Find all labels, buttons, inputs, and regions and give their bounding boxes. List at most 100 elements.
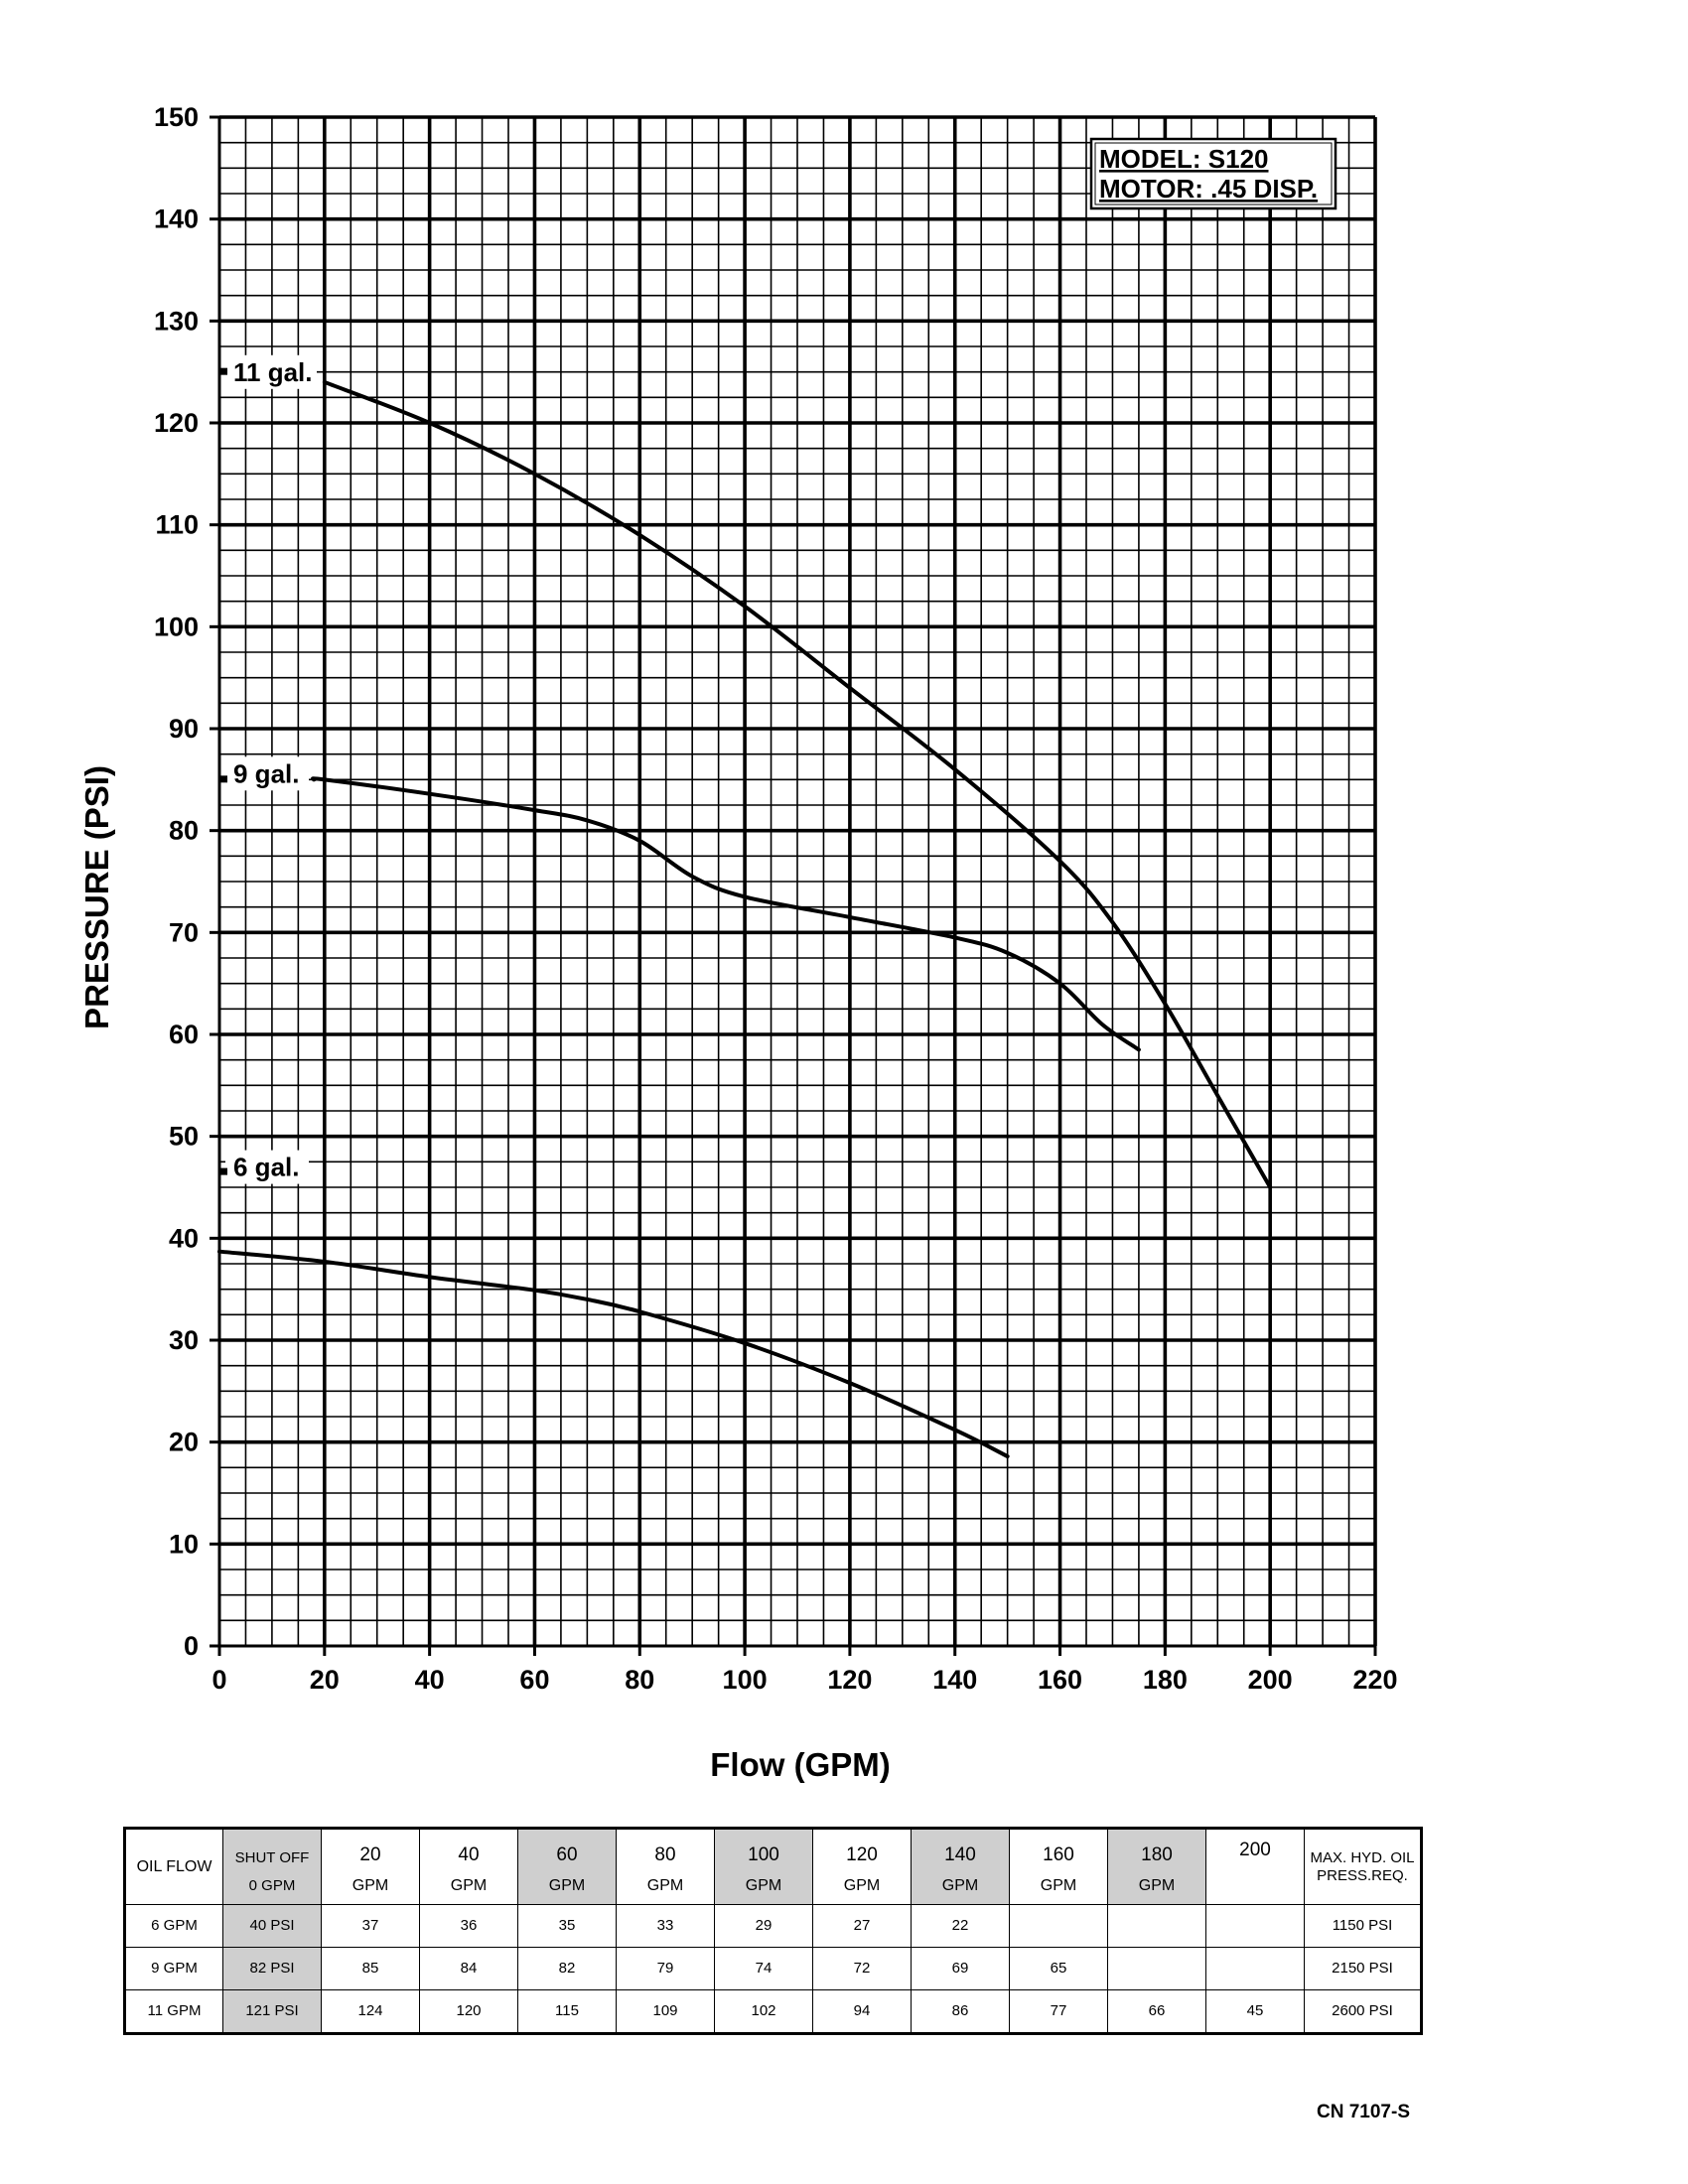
series-line-1 (310, 776, 1141, 1052)
curve-label: 6 gal. (233, 1153, 299, 1182)
y-tick-label: 40 (169, 1223, 199, 1253)
y-tick-label: 90 (169, 714, 199, 744)
document-code: CN 7107-S (1317, 2102, 1410, 2122)
flow-unit: GPM (911, 1866, 1010, 1906)
y-tick-label: 70 (169, 917, 199, 947)
y-tick-label: 120 (154, 408, 199, 438)
table-row: 11 GPM 121 PSI 124 120 115 109 102 94 86… (124, 1989, 1422, 2034)
table-cell: 82 (517, 1947, 617, 1991)
shutoff-subheader: 0 GPM (222, 1866, 322, 1906)
table-cell: 102 (714, 1989, 813, 2034)
flow-header: 160 (1009, 1827, 1108, 1867)
shutoff-cell: 82 PSI (222, 1947, 322, 1991)
curve-label: 9 gal. (233, 758, 299, 788)
y-tick-label: 20 (169, 1428, 199, 1457)
curve-label-marker (220, 775, 227, 783)
y-tick-label: 140 (154, 205, 199, 234)
y-tick-label: 110 (155, 510, 199, 540)
x-tick-label: 60 (519, 1665, 549, 1695)
table-cell: 69 (911, 1947, 1010, 1991)
curve-label: 11 gal. (233, 357, 313, 387)
x-tick-label: 40 (415, 1665, 445, 1695)
performance-table: OIL FLOW SHUT OFF 20 40 60 80 100 120 14… (123, 1827, 1423, 2035)
table-cell: 35 (517, 1904, 617, 1949)
flow-unit: GPM (1009, 1866, 1108, 1906)
x-tick-label: 100 (723, 1665, 768, 1695)
flow-header: 40 (419, 1827, 518, 1867)
table-cell: 124 (321, 1989, 420, 2034)
table-cell: 29 (714, 1904, 813, 1949)
curve-label-background (225, 756, 309, 791)
table-cell (1205, 1947, 1305, 1991)
table-cell: 94 (812, 1989, 912, 2034)
x-tick-label: 140 (932, 1665, 977, 1695)
y-tick-label: 60 (169, 1020, 199, 1049)
table-cell: 45 (1205, 1989, 1305, 2034)
y-tick-label: 100 (154, 612, 199, 641)
max-pressure-header: MAX. HYD. OIL PRESS.REQ. (1304, 1827, 1422, 1906)
table-cell: 72 (812, 1947, 912, 1991)
x-tick-label: 120 (827, 1665, 872, 1695)
x-tick-label: 180 (1143, 1665, 1188, 1695)
table-cell (1107, 1904, 1206, 1949)
table-cell: 86 (911, 1989, 1010, 2034)
flow-unit: GPM (616, 1866, 715, 1906)
flow-header: 100 (714, 1827, 813, 1867)
x-axis-label: Flow (GPM) (710, 1746, 890, 1783)
table-cell: 37 (321, 1904, 420, 1949)
x-tick-label: 80 (625, 1665, 654, 1695)
flow-unit: GPM (812, 1866, 912, 1906)
table-cell: 120 (419, 1989, 518, 2034)
curve-labels: 11 gal. 9 gal. 6 gal. (220, 354, 317, 1184)
row-label: 9 GPM (124, 1947, 223, 1991)
model-label: MODEL: S120 (1099, 144, 1269, 174)
table-cell: 79 (616, 1947, 715, 1991)
flow-header: 180 (1107, 1827, 1206, 1867)
table-cell: 27 (812, 1904, 912, 1949)
flow-header: 120 (812, 1827, 912, 1867)
table-cell: 115 (517, 1989, 617, 2034)
y-tick-label: 10 (169, 1529, 199, 1559)
y-tick-label: 150 (154, 102, 199, 132)
table-cell (1009, 1904, 1108, 1949)
y-tick-label: 0 (184, 1631, 199, 1661)
flow-unit: GPM (1107, 1866, 1206, 1906)
shutoff-header: SHUT OFF (222, 1827, 322, 1867)
curve-label-background (225, 1150, 309, 1184)
y-tick-label: 50 (169, 1122, 199, 1152)
x-tick-label: 0 (211, 1665, 226, 1695)
series-line-0 (322, 379, 1273, 1189)
table-cell: 77 (1009, 1989, 1108, 2034)
oil-flow-header: OIL FLOW (124, 1827, 223, 1906)
table-cell: 33 (616, 1904, 715, 1949)
table-cell: 66 (1107, 1989, 1206, 2034)
axis-ticks: 0 20 40 60 80 100 120 140 160 180 200 220 0 10 20 30 40 5… (154, 102, 1398, 1695)
y-tick-label: 130 (154, 306, 199, 336)
table-cell (1107, 1947, 1206, 1991)
table-cell: 74 (714, 1947, 813, 1991)
flow-unit: GPM (714, 1866, 813, 1906)
table-cell: 85 (321, 1947, 420, 1991)
series-line-2 (217, 1249, 1010, 1459)
shutoff-cell: 40 PSI (222, 1904, 322, 1949)
x-tick-label: 20 (310, 1665, 340, 1695)
motor-label: MOTOR: .45 DISP. (1099, 174, 1318, 204)
model-info-box: MODEL: S120 MOTOR: .45 DISP. (1089, 137, 1337, 210)
curve-label-marker (220, 367, 227, 375)
flow-unit: GPM (517, 1866, 617, 1906)
table-cell: 84 (419, 1947, 518, 1991)
table-cell: 36 (419, 1904, 518, 1949)
y-axis-label: PRESSURE (PSI) (78, 765, 115, 1029)
max-pressure-cell: 2150 PSI (1304, 1947, 1422, 1991)
curves (217, 379, 1273, 1459)
flow-unit: GPM (419, 1866, 518, 1906)
flow-header: 140 (911, 1827, 1010, 1867)
table-cell: 109 (616, 1989, 715, 2034)
curve-label-marker (220, 1167, 227, 1175)
shutoff-cell: 121 PSI (222, 1989, 322, 2034)
flow-header: 20 (321, 1827, 420, 1867)
table-row: 6 GPM 40 PSI 37 36 35 33 29 27 22 1150 P… (124, 1904, 1422, 1949)
x-tick-label: 160 (1038, 1665, 1082, 1695)
flow-unit: GPM (321, 1866, 420, 1906)
